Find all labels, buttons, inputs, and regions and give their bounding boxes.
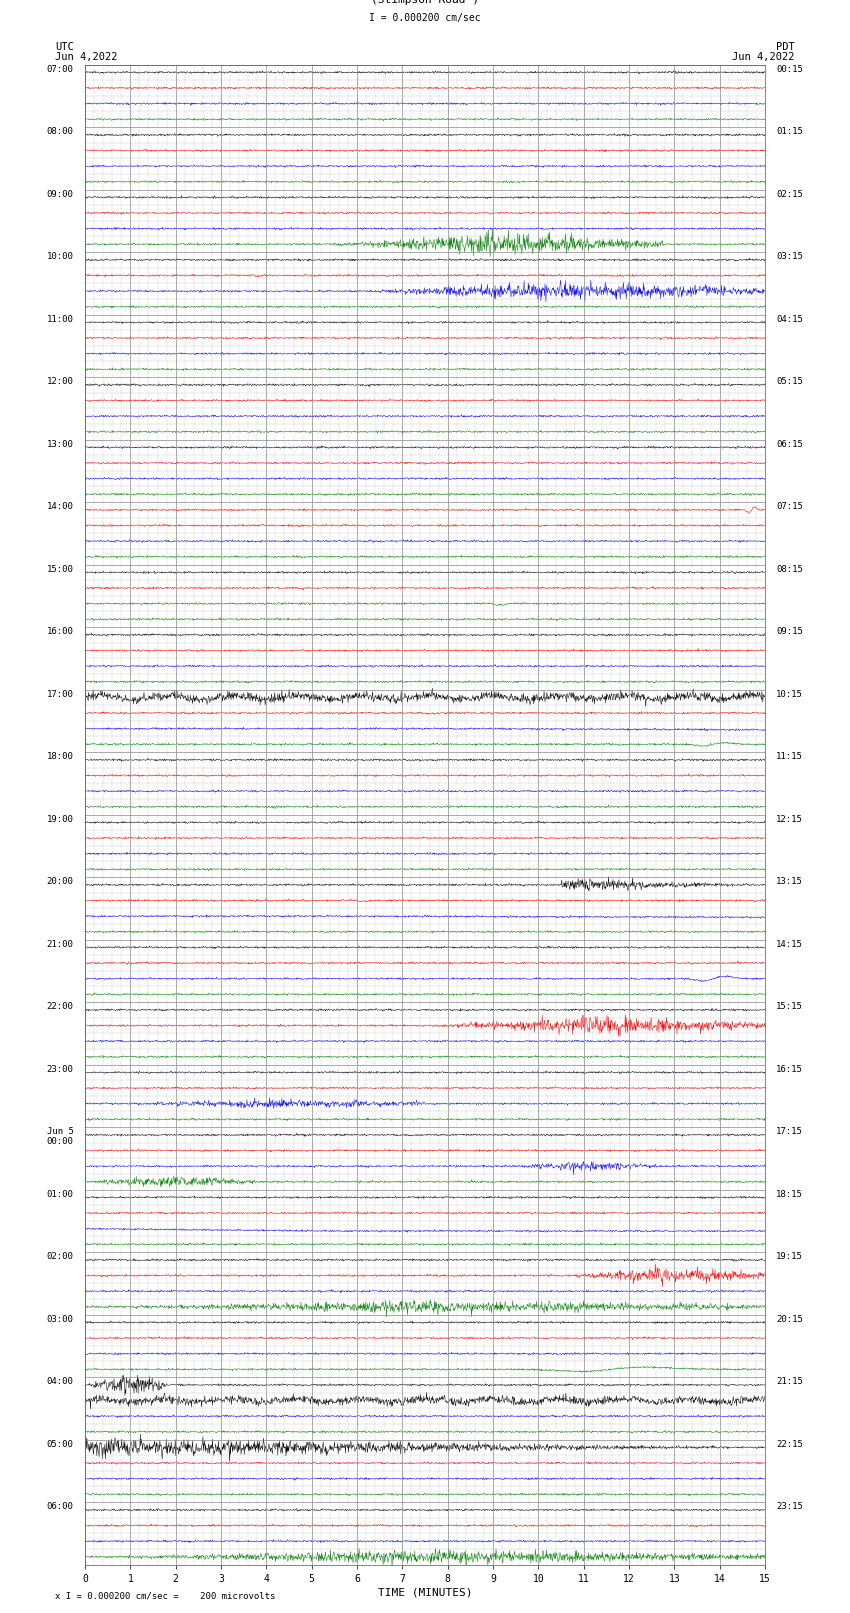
Text: 21:00: 21:00 bbox=[47, 939, 74, 948]
Text: 14:00: 14:00 bbox=[47, 502, 74, 511]
Text: Jun 4,2022: Jun 4,2022 bbox=[732, 52, 795, 61]
Text: 11:15: 11:15 bbox=[776, 752, 803, 761]
Text: 07:00: 07:00 bbox=[47, 65, 74, 74]
Text: 15:00: 15:00 bbox=[47, 565, 74, 574]
Text: Jun 5
00:00: Jun 5 00:00 bbox=[47, 1127, 74, 1145]
Text: Jun 4,2022: Jun 4,2022 bbox=[55, 52, 118, 61]
Text: 08:15: 08:15 bbox=[776, 565, 803, 574]
Text: 10:15: 10:15 bbox=[776, 690, 803, 698]
Text: 05:00: 05:00 bbox=[47, 1439, 74, 1448]
Text: 06:00: 06:00 bbox=[47, 1502, 74, 1511]
Text: 16:00: 16:00 bbox=[47, 627, 74, 636]
Text: 04:15: 04:15 bbox=[776, 315, 803, 324]
Text: 06:15: 06:15 bbox=[776, 440, 803, 448]
Text: 07:15: 07:15 bbox=[776, 502, 803, 511]
Text: 03:00: 03:00 bbox=[47, 1315, 74, 1324]
Text: 20:00: 20:00 bbox=[47, 877, 74, 886]
Text: 12:00: 12:00 bbox=[47, 377, 74, 386]
Text: 09:15: 09:15 bbox=[776, 627, 803, 636]
Text: 03:15: 03:15 bbox=[776, 252, 803, 261]
Text: 08:00: 08:00 bbox=[47, 127, 74, 135]
Text: 20:15: 20:15 bbox=[776, 1315, 803, 1324]
Text: 09:00: 09:00 bbox=[47, 189, 74, 198]
Text: 22:00: 22:00 bbox=[47, 1002, 74, 1011]
Text: 16:15: 16:15 bbox=[776, 1065, 803, 1074]
Text: 10:00: 10:00 bbox=[47, 252, 74, 261]
Text: 19:15: 19:15 bbox=[776, 1252, 803, 1261]
Text: 23:00: 23:00 bbox=[47, 1065, 74, 1074]
Text: 05:15: 05:15 bbox=[776, 377, 803, 386]
Text: 14:15: 14:15 bbox=[776, 939, 803, 948]
Text: 13:00: 13:00 bbox=[47, 440, 74, 448]
Text: 23:15: 23:15 bbox=[776, 1502, 803, 1511]
Text: x I = 0.000200 cm/sec =    200 microvolts: x I = 0.000200 cm/sec = 200 microvolts bbox=[55, 1590, 275, 1600]
Text: PDT: PDT bbox=[776, 42, 795, 52]
X-axis label: TIME (MINUTES): TIME (MINUTES) bbox=[377, 1587, 473, 1598]
Text: 19:00: 19:00 bbox=[47, 815, 74, 824]
Text: 02:15: 02:15 bbox=[776, 189, 803, 198]
Text: 21:15: 21:15 bbox=[776, 1378, 803, 1386]
Text: 12:15: 12:15 bbox=[776, 815, 803, 824]
Text: 15:15: 15:15 bbox=[776, 1002, 803, 1011]
Text: 13:15: 13:15 bbox=[776, 877, 803, 886]
Text: 04:00: 04:00 bbox=[47, 1378, 74, 1386]
Text: 00:15: 00:15 bbox=[776, 65, 803, 74]
Text: 17:00: 17:00 bbox=[47, 690, 74, 698]
Text: 18:15: 18:15 bbox=[776, 1190, 803, 1198]
Text: 11:00: 11:00 bbox=[47, 315, 74, 324]
Text: 17:15: 17:15 bbox=[776, 1127, 803, 1136]
Text: 22:15: 22:15 bbox=[776, 1439, 803, 1448]
Text: UTC: UTC bbox=[55, 42, 74, 52]
Text: 01:15: 01:15 bbox=[776, 127, 803, 135]
Text: 18:00: 18:00 bbox=[47, 752, 74, 761]
Text: I = 0.000200 cm/sec: I = 0.000200 cm/sec bbox=[369, 13, 481, 23]
Text: (Stimpson Road ): (Stimpson Road ) bbox=[371, 0, 479, 5]
Text: 02:00: 02:00 bbox=[47, 1252, 74, 1261]
Text: 01:00: 01:00 bbox=[47, 1190, 74, 1198]
